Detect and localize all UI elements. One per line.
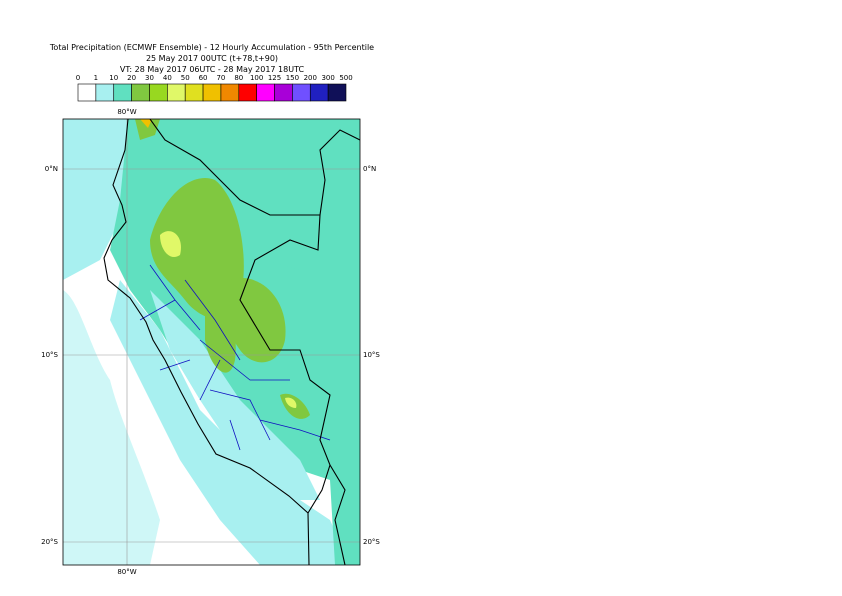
legend-swatch bbox=[292, 83, 311, 102]
legend-swatch bbox=[184, 83, 204, 102]
legend-level: 1 bbox=[94, 74, 98, 82]
legend-swatch bbox=[238, 83, 257, 102]
lat-label: 20°S bbox=[41, 538, 58, 546]
title: Total Precipitation (ECMWF Ensemble) - 1… bbox=[49, 43, 374, 52]
legend-level: 50 bbox=[181, 74, 190, 82]
lat-label: 10°S bbox=[41, 351, 58, 359]
base-time: 25 May 2017 00UTC (t+78,t+90) bbox=[146, 54, 278, 63]
legend-level: 20 bbox=[127, 74, 136, 82]
legend-swatch bbox=[167, 83, 186, 102]
legend-swatch bbox=[95, 83, 115, 102]
legend-swatch bbox=[149, 83, 168, 102]
valid-time: VT: 28 May 2017 06UTC - 28 May 2017 18UT… bbox=[120, 65, 305, 74]
legend-swatch bbox=[309, 83, 329, 102]
lon-label: 80°W bbox=[117, 568, 136, 576]
lat-labels: 0°N 0°N 10°S 10°S 20°S 20°S bbox=[41, 165, 380, 546]
lat-label: 10°S bbox=[363, 351, 380, 359]
lat-label: 0°N bbox=[363, 165, 376, 173]
legend-level: 300 bbox=[321, 74, 334, 82]
legend-swatch bbox=[202, 83, 222, 102]
legend-level: 10 bbox=[109, 74, 118, 82]
legend-swatch bbox=[77, 83, 97, 102]
lat-label: 0°N bbox=[45, 165, 58, 173]
legend-swatch bbox=[274, 83, 293, 102]
legend-level: 40 bbox=[163, 74, 172, 82]
lat-label: 20°S bbox=[363, 538, 380, 546]
map bbox=[63, 119, 360, 565]
legend-swatch bbox=[131, 83, 150, 102]
legend-level: 60 bbox=[199, 74, 208, 82]
legend-swatch bbox=[327, 83, 347, 102]
legend-swatch bbox=[113, 83, 132, 102]
legend-swatch bbox=[256, 83, 275, 102]
legend-level: 0 bbox=[76, 74, 80, 82]
legend: 0 1 10 20 30 40 50 60 70 80 100 125 150 200 300 500 bbox=[76, 74, 353, 102]
legend-level: 30 bbox=[145, 74, 154, 82]
legend-level: 80 bbox=[234, 74, 243, 82]
legend-level: 500 bbox=[339, 74, 352, 82]
legend-level: 100 bbox=[250, 74, 263, 82]
legend-level: 150 bbox=[286, 74, 299, 82]
map-frame bbox=[62, 118, 361, 566]
legend-level: 200 bbox=[304, 74, 317, 82]
lon-label: 80°W bbox=[117, 108, 136, 116]
legend-level: 125 bbox=[268, 74, 281, 82]
legend-level: 70 bbox=[216, 74, 225, 82]
legend-swatch bbox=[220, 83, 240, 102]
